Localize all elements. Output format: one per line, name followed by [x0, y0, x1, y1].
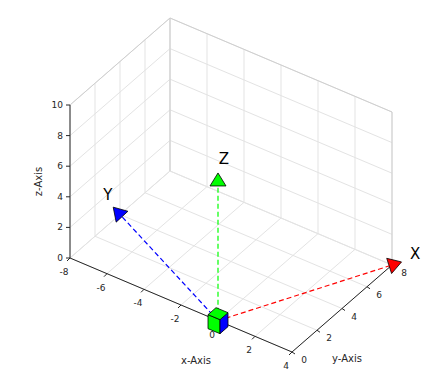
- svg-text:0: 0: [301, 355, 307, 365]
- svg-text:4: 4: [57, 192, 63, 202]
- svg-text:4: 4: [283, 361, 289, 371]
- svg-text:0: 0: [57, 253, 63, 263]
- svg-text:6: 6: [376, 290, 382, 300]
- svg-text:-4: -4: [134, 298, 143, 308]
- svg-text:-8: -8: [60, 267, 69, 277]
- svg-text:z-Axis: z-Axis: [33, 167, 44, 196]
- svg-text:Z: Z: [219, 150, 229, 168]
- svg-text:x-Axis: x-Axis: [181, 355, 211, 366]
- svg-text:-2: -2: [171, 314, 180, 324]
- svg-text:6: 6: [57, 161, 63, 171]
- svg-text:X: X: [410, 245, 420, 263]
- svg-text:0: 0: [209, 329, 215, 340]
- svg-text:2: 2: [246, 345, 252, 355]
- svg-text:8: 8: [401, 268, 407, 278]
- svg-text:2: 2: [57, 222, 63, 232]
- svg-text:-6: -6: [97, 283, 106, 293]
- svg-text:y-Axis: y-Axis: [332, 353, 362, 364]
- svg-text:2: 2: [326, 333, 332, 343]
- svg-text:4: 4: [351, 312, 357, 322]
- svg-text:Y: Y: [102, 186, 113, 204]
- svg-text:8: 8: [57, 131, 63, 141]
- svg-text:10: 10: [52, 100, 64, 110]
